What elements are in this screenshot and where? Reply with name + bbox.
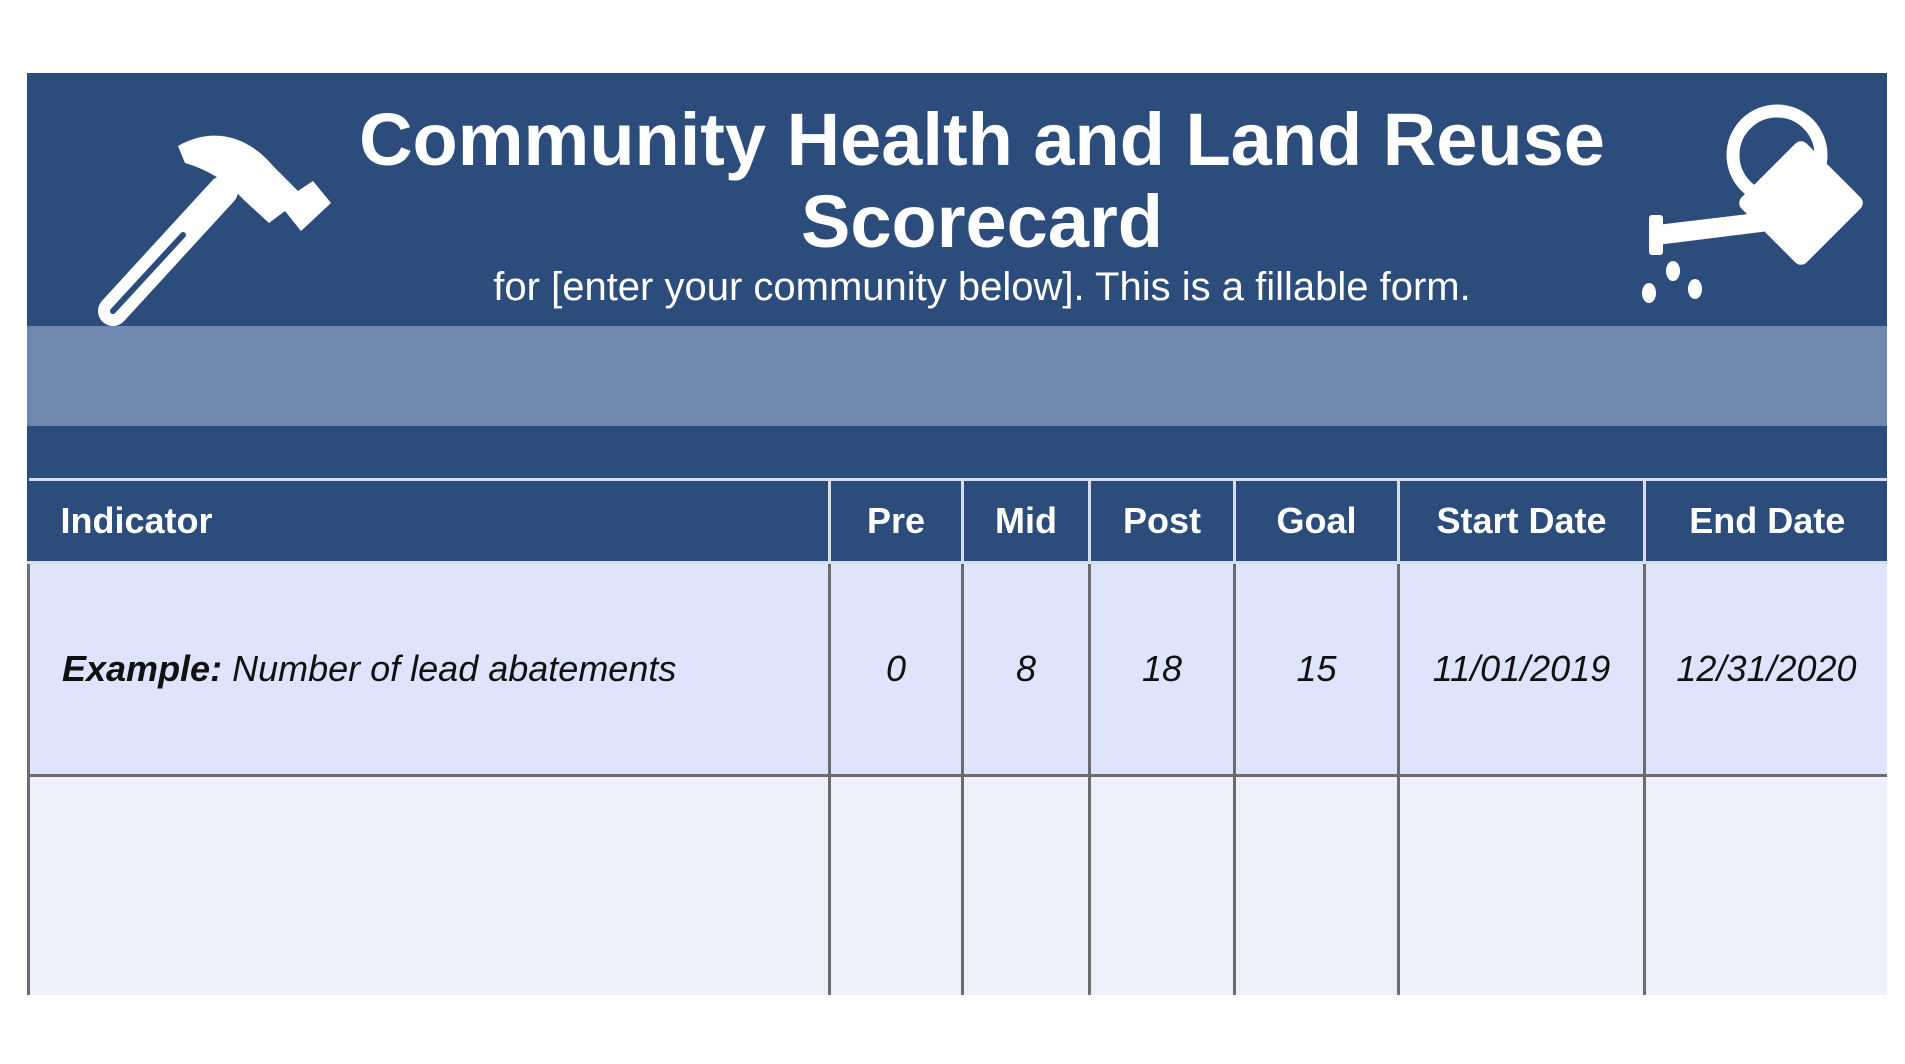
page-title: Community Health and Land Reuse Scorecar… [359,98,1605,263]
example-post-cell[interactable]: 18 [1088,561,1236,777]
blank-post-cell[interactable] [1088,774,1236,995]
example-end-date-cell[interactable]: 12/31/2020 [1643,561,1887,777]
community-name-input[interactable] [27,326,1887,426]
blank-entry-row [27,774,1887,995]
column-header-post: Post [1088,478,1236,564]
blank-goal-cell[interactable] [1233,774,1400,995]
example-pre-cell[interactable]: 0 [828,561,964,777]
form-header: Community Health and Land Reuse Scorecar… [27,73,1887,326]
watering-can-icon [1642,104,1863,303]
example-start-date-cell[interactable]: 11/01/2019 [1397,561,1646,777]
example-label: Example: [62,648,223,689]
example-mid-cell[interactable]: 8 [961,561,1091,777]
example-indicator-text: Number of lead abatements [232,648,677,689]
blank-pre-cell[interactable] [828,774,964,995]
column-header-mid: Mid [961,478,1091,564]
scorecard-table: Indicator Pre Mid Post Goal Start Date E… [27,478,1887,995]
blank-end-date-cell[interactable] [1643,774,1887,995]
column-header-start-date: Start Date [1397,478,1646,564]
hammer-icon [98,135,331,326]
table-header-row: Indicator Pre Mid Post Goal Start Date E… [28,478,1887,564]
column-header-end-date: End Date [1643,478,1887,564]
blank-start-date-cell[interactable] [1397,774,1646,995]
page-subtitle: for [enter your community below]. This i… [493,265,1471,309]
example-indicator-cell[interactable]: Example: Number of lead abatements [27,561,831,777]
column-header-goal: Goal [1233,478,1400,564]
blank-mid-cell[interactable] [961,774,1091,995]
example-goal-cell[interactable]: 15 [1233,561,1400,777]
column-header-indicator: Indicator [28,478,831,564]
blank-indicator-cell[interactable] [27,774,831,995]
column-header-pre: Pre [828,478,964,564]
example-row: Example: Number of lead abatements 0 8 1… [27,561,1887,777]
scorecard-form: Community Health and Land Reuse Scorecar… [27,73,1887,995]
